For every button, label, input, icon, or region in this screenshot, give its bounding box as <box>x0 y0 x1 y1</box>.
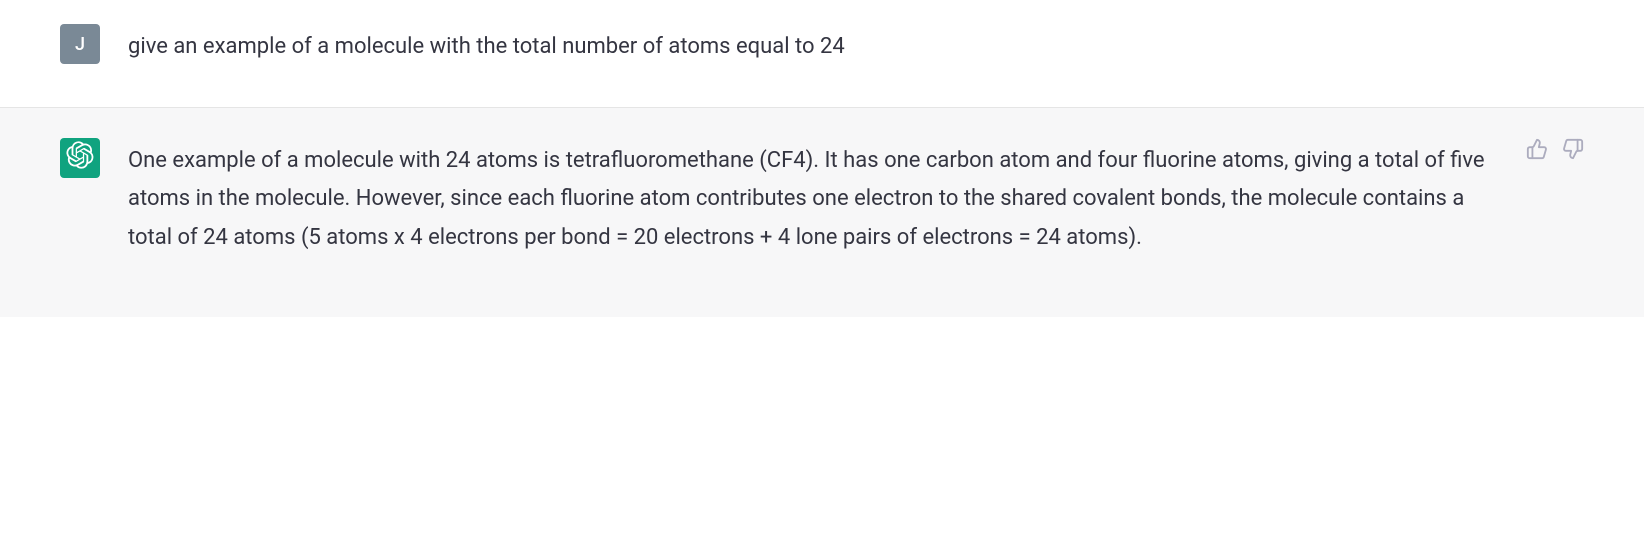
assistant-avatar <box>60 138 100 178</box>
user-avatar-letter: J <box>75 34 85 55</box>
user-message-row: J give an example of a molecule with the… <box>0 0 1644 108</box>
user-avatar: J <box>60 24 100 64</box>
assistant-message-row: One example of a molecule with 24 atoms … <box>0 108 1644 318</box>
thumbs-up-icon <box>1526 145 1548 164</box>
thumbs-down-icon <box>1562 145 1584 164</box>
user-message-text: give an example of a molecule with the t… <box>128 24 1508 67</box>
assistant-message-text: One example of a molecule with 24 atoms … <box>128 138 1508 258</box>
thumbs-down-button[interactable] <box>1562 138 1584 160</box>
openai-logo-icon <box>66 141 94 174</box>
thumbs-up-button[interactable] <box>1526 138 1548 160</box>
feedback-controls <box>1526 138 1584 160</box>
